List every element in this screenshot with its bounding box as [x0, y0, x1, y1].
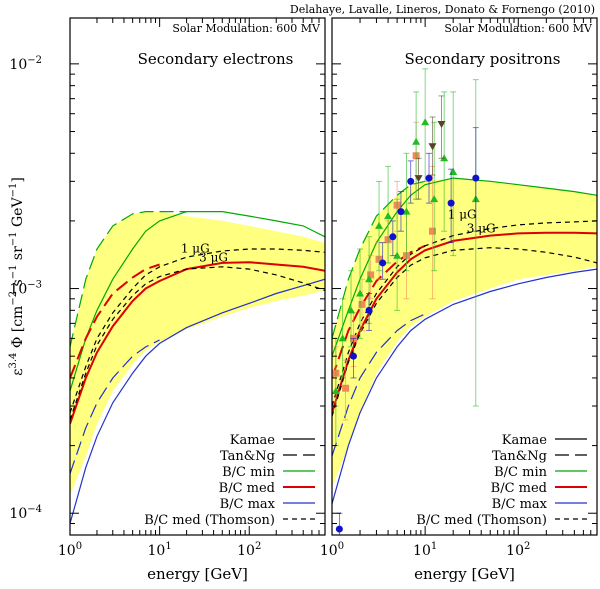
data-point-2-3	[379, 259, 387, 267]
data-point-0-10	[429, 227, 437, 235]
data-point-3-1	[428, 143, 437, 151]
legend-label-1: Tan&Ng	[492, 449, 547, 464]
legend-label-4: B/C max	[220, 497, 276, 512]
series-line-7	[332, 247, 597, 417]
data-point-1-12	[440, 154, 449, 162]
x-tick-label-2: 102	[506, 541, 530, 559]
data-point-0-3	[358, 300, 366, 308]
data-point-1-2	[347, 306, 356, 314]
panel-right: 100 101 102 Solar Modulation: 600 MV Seconda…	[320, 17, 598, 583]
series-line-3	[70, 263, 160, 379]
series-line-3	[332, 244, 426, 379]
y-tick-label-2: 10−2	[9, 55, 42, 73]
data-point-1-10	[421, 118, 430, 126]
data-point-1-3	[356, 289, 365, 297]
legend-label-3: B/C med	[491, 481, 547, 496]
plot-frame	[331, 17, 598, 536]
series-line-4	[332, 268, 597, 505]
field-label-1: 3 μG	[199, 250, 228, 264]
panel-title: Secondary positrons	[405, 50, 561, 68]
series-line-5	[332, 313, 426, 457]
panel-left: 100 101 102 10−4 10−3 10−2 Solar Modulation: 6…	[8, 17, 326, 583]
data-point-2-9	[472, 174, 480, 182]
x-tick-label-2: 102	[237, 541, 261, 559]
legend-label-3: B/C med	[219, 481, 275, 496]
uncertainty-band	[70, 211, 325, 496]
data-point-1-4	[365, 275, 374, 283]
x-axis-label: energy [GeV]	[147, 565, 248, 583]
data-point-1-7	[393, 251, 402, 259]
series-line-0	[70, 211, 325, 392]
data-point-0-1	[342, 384, 350, 392]
data-point-0-4	[367, 271, 375, 279]
field-label-0: 1 μG	[448, 207, 477, 221]
solar-modulation-note: Solar Modulation: 600 MV	[444, 22, 593, 35]
data-point-1-9	[412, 137, 421, 145]
y-axis-label: ε3.4 Φ [cm−2 s−1 sr−1 GeV−1]	[8, 177, 26, 376]
data-point-2-4	[389, 233, 397, 241]
data-point-2-2	[365, 306, 373, 314]
legend-label-1: Tan&Ng	[220, 449, 275, 464]
data-point-1-5	[375, 221, 384, 229]
series-line-4	[70, 278, 325, 524]
series-line-6	[332, 220, 597, 407]
plot-frame	[69, 17, 326, 536]
data-point-2-7	[425, 174, 433, 182]
legend-label-0: Kamae	[230, 433, 276, 448]
field-label-1: 3 μG	[467, 221, 496, 235]
x-tick-label-0: 100	[58, 541, 82, 559]
y-tick-label-0: 10−4	[9, 504, 42, 522]
data-point-2-8	[447, 199, 455, 207]
x-tick-label-0: 100	[320, 541, 344, 559]
series-line-1	[70, 211, 187, 348]
solar-modulation-note: Solar Modulation: 600 MV	[172, 22, 321, 35]
series-line-7	[70, 266, 325, 421]
legend-label-2: B/C min	[222, 465, 275, 480]
legend-label-4: B/C max	[492, 497, 548, 512]
plot-area	[332, 68, 597, 535]
legend-label-5: B/C med (Thomson)	[144, 513, 275, 528]
plot-area	[70, 211, 325, 524]
data-point-3-0	[414, 175, 423, 183]
data-point-2-5	[397, 208, 405, 216]
series-line-2	[70, 261, 325, 425]
data-point-3-2	[437, 120, 446, 128]
data-point-1-0	[332, 386, 340, 394]
x-tick-label-1: 101	[413, 541, 437, 559]
data-point-2-1	[349, 352, 357, 360]
x-axis-label: energy [GeV]	[414, 565, 515, 583]
credit-text: Delahaye, Lavalle, Lineros, Donato & For…	[290, 3, 595, 16]
field-label-0: 1 μG	[181, 241, 210, 255]
legend-label-0: Kamae	[502, 433, 548, 448]
data-point-1-6	[384, 212, 393, 220]
data-point-2-0	[335, 525, 343, 533]
x-tick-label-1: 101	[148, 541, 172, 559]
legend-label-2: B/C min	[494, 465, 547, 480]
legend-label-5: B/C med (Thomson)	[416, 513, 547, 528]
series-line-5	[70, 339, 160, 474]
panel-title: Secondary electrons	[138, 50, 294, 68]
y-tick-label-1: 10−3	[9, 280, 42, 298]
series-line-1	[332, 180, 426, 339]
data-point-2-6	[407, 177, 415, 185]
data-point-1-1	[338, 334, 347, 342]
series-line-6	[70, 248, 325, 413]
data-point-1-11	[430, 195, 439, 203]
data-point-1-8	[402, 207, 411, 215]
